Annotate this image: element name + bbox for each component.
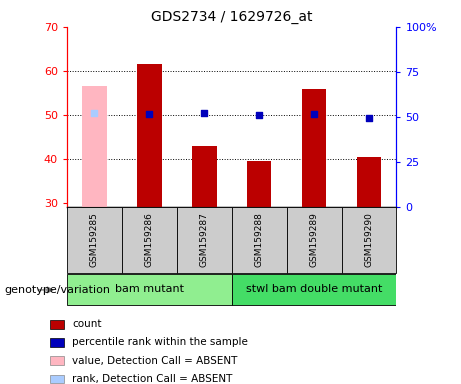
Bar (287, 207, 342, 273)
Text: value, Detection Call = ABSENT: value, Detection Call = ABSENT (72, 356, 238, 366)
Text: GSM159285: GSM159285 (90, 213, 99, 267)
Bar (192, 146, 217, 207)
Bar (137, 64, 162, 207)
Text: count: count (72, 319, 102, 329)
Title: GDS2734 / 1629726_at: GDS2734 / 1629726_at (151, 10, 313, 25)
Point (91, 109, 98, 116)
Text: GSM159287: GSM159287 (200, 213, 209, 267)
Text: GSM159286: GSM159286 (145, 213, 154, 267)
Bar (231, 207, 287, 273)
Bar (301, 88, 326, 207)
Bar (67, 207, 122, 273)
Text: stwl bam double mutant: stwl bam double mutant (246, 284, 382, 294)
Bar (82, 86, 106, 207)
Text: GSM159290: GSM159290 (365, 213, 373, 267)
Bar (122, 207, 177, 273)
Bar (50, 338, 65, 347)
Point (365, 115, 372, 121)
Point (201, 109, 208, 116)
Point (255, 112, 263, 118)
Bar (67, 274, 231, 306)
Text: percentile rank within the sample: percentile rank within the sample (72, 338, 248, 348)
Text: bam mutant: bam mutant (115, 284, 184, 294)
Text: genotype/variation: genotype/variation (5, 285, 111, 295)
Bar (342, 207, 396, 273)
Bar (50, 356, 65, 365)
Bar (231, 274, 396, 306)
Bar (247, 161, 272, 207)
Bar (357, 157, 381, 207)
Bar (177, 207, 231, 273)
Point (310, 111, 318, 117)
Text: GSM159288: GSM159288 (254, 213, 264, 267)
Text: rank, Detection Call = ABSENT: rank, Detection Call = ABSENT (72, 374, 233, 384)
Text: GSM159289: GSM159289 (309, 213, 319, 267)
Point (146, 111, 153, 117)
Bar (50, 320, 65, 329)
Bar (50, 374, 65, 383)
